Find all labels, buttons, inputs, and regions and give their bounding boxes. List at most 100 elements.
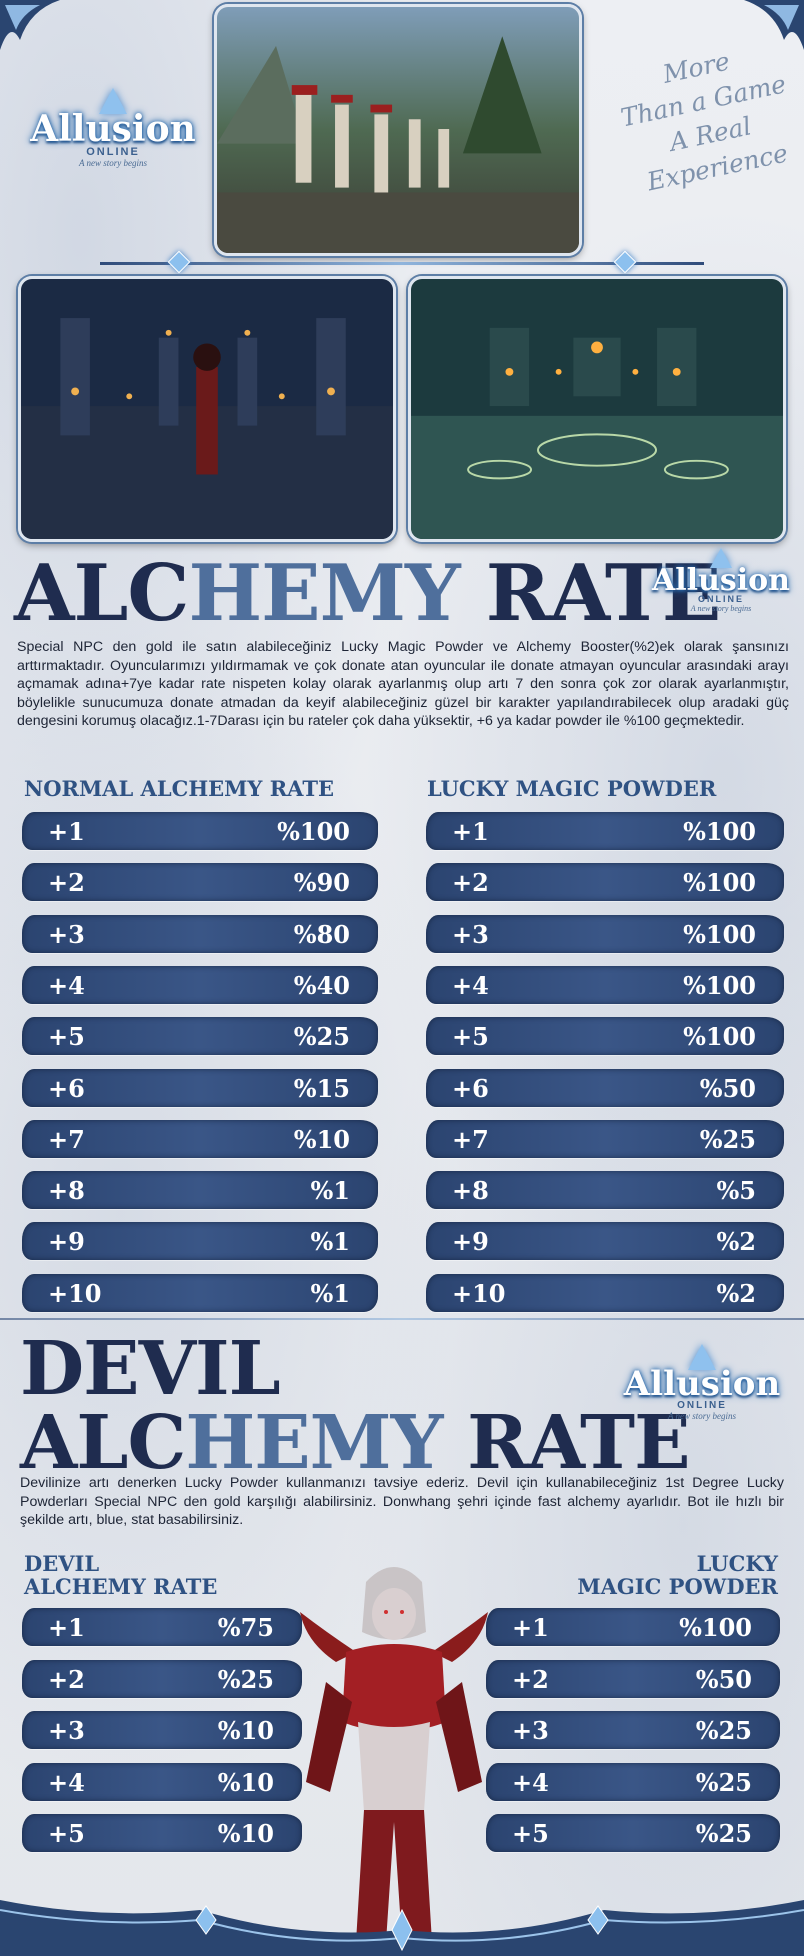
lucky-powder-header: LUCKY MAGIC POWDER bbox=[427, 776, 717, 801]
devil-lucky-header: LUCKY MAGIC POWDER bbox=[540, 1552, 778, 1598]
devil-alchemy-title: DEVIL ALCHEMY RATE bbox=[20, 1332, 691, 1480]
logo-wordmark: Allusion bbox=[652, 563, 790, 598]
success-rate: %25 bbox=[217, 1664, 274, 1694]
lucky-powder-row: +10 %2 bbox=[426, 1273, 784, 1312]
bottom-ornament bbox=[0, 1900, 804, 1956]
logo-wordmark: Allusion bbox=[623, 1364, 781, 1404]
success-rate: %2 bbox=[716, 1227, 756, 1257]
allusion-logo-middle: Allusion ONLINE A new story begins bbox=[646, 548, 796, 613]
normal-alchemy-row: +1 %100 bbox=[22, 812, 378, 850]
logo-subtitle: ONLINE bbox=[86, 146, 140, 158]
enhancement-level: +7 bbox=[452, 1124, 489, 1154]
enhancement-level: +1 bbox=[452, 817, 489, 846]
normal-alchemy-row: +4 %40 bbox=[22, 965, 378, 1004]
success-rate: %100 bbox=[683, 919, 756, 949]
enhancement-level: +10 bbox=[452, 1278, 506, 1308]
corner-ornament-top-right bbox=[744, 0, 804, 50]
enhancement-level: +5 bbox=[512, 1819, 549, 1848]
enhancement-level: +5 bbox=[48, 1022, 85, 1052]
normal-alchemy-row: +3 %80 bbox=[22, 914, 378, 953]
success-rate: %1 bbox=[310, 1278, 350, 1308]
enhancement-level: +3 bbox=[512, 1716, 549, 1745]
enhancement-level: +2 bbox=[452, 868, 489, 898]
success-rate: %100 bbox=[683, 817, 756, 846]
enhancement-level: +1 bbox=[48, 817, 85, 846]
logo-subtitle: ONLINE bbox=[677, 1400, 727, 1411]
devil-lucky-row: +5 %25 bbox=[486, 1814, 780, 1852]
lucky-powder-row: +9 %2 bbox=[426, 1222, 784, 1261]
enhancement-level: +2 bbox=[48, 1664, 85, 1694]
devil-alchemy-row: +4 %10 bbox=[22, 1762, 302, 1801]
title-part: RATE bbox=[442, 1400, 690, 1486]
logo-subtitle: ONLINE bbox=[697, 594, 744, 604]
alchemy-rate-title: ALCHEMY RATE bbox=[14, 548, 722, 639]
enhancement-level: +2 bbox=[512, 1664, 549, 1694]
alchemy-description: Special NPC den gold ile satın alabilece… bbox=[17, 639, 789, 730]
success-rate: %25 bbox=[695, 1819, 752, 1848]
lucky-powder-row: +4 %100 bbox=[426, 965, 784, 1004]
success-rate: %100 bbox=[683, 1022, 756, 1052]
normal-alchemy-row: +10 %1 bbox=[22, 1273, 378, 1312]
header-line: DEVIL bbox=[24, 1551, 100, 1576]
devil-lucky-row: +3 %25 bbox=[486, 1711, 780, 1749]
enhancement-level: +5 bbox=[48, 1819, 85, 1848]
corner-ornament-top-left bbox=[0, 0, 60, 50]
success-rate: %25 bbox=[699, 1124, 756, 1154]
success-rate: %25 bbox=[695, 1716, 752, 1745]
enhancement-level: +5 bbox=[452, 1022, 489, 1052]
divider-top bbox=[100, 262, 704, 265]
enhancement-level: +3 bbox=[48, 919, 85, 949]
logo-tagline: A new story begins bbox=[667, 1411, 737, 1421]
success-rate: %50 bbox=[699, 1073, 756, 1103]
enhancement-level: +1 bbox=[512, 1613, 549, 1642]
normal-alchemy-row: +2 %90 bbox=[22, 863, 378, 902]
screenshot-summoning-circle bbox=[408, 276, 786, 542]
success-rate: %90 bbox=[293, 868, 350, 898]
normal-alchemy-row: +9 %1 bbox=[22, 1222, 378, 1261]
devil-lucky-row: +1 %100 bbox=[486, 1608, 780, 1646]
devil-alchemy-row: +1 %75 bbox=[22, 1608, 302, 1646]
enhancement-level: +9 bbox=[452, 1227, 489, 1257]
lucky-powder-row: +8 %5 bbox=[426, 1171, 784, 1210]
enhancement-level: +3 bbox=[48, 1716, 85, 1745]
title-part: ALC bbox=[20, 1400, 186, 1486]
success-rate: %80 bbox=[293, 919, 350, 949]
devil-character-illustration bbox=[300, 1567, 488, 1942]
enhancement-level: +2 bbox=[48, 868, 85, 898]
enhancement-level: +8 bbox=[452, 1176, 489, 1206]
logo-tagline: A new story begins bbox=[690, 604, 752, 613]
success-rate: %15 bbox=[293, 1073, 350, 1103]
devil-lucky-row: +4 %25 bbox=[486, 1762, 780, 1801]
divider-middle bbox=[0, 1318, 804, 1320]
enhancement-level: +7 bbox=[48, 1124, 85, 1154]
success-rate: %50 bbox=[695, 1664, 752, 1694]
success-rate: %10 bbox=[293, 1124, 350, 1154]
enhancement-level: +4 bbox=[48, 1767, 85, 1797]
success-rate: %25 bbox=[293, 1022, 350, 1052]
normal-alchemy-row: +6 %15 bbox=[22, 1068, 378, 1107]
title-part: RATE bbox=[459, 548, 722, 639]
success-rate: %1 bbox=[310, 1176, 350, 1206]
logo-wordmark: Allusion bbox=[30, 108, 196, 150]
lucky-powder-row: +1 %100 bbox=[426, 812, 784, 850]
success-rate: %40 bbox=[293, 970, 350, 1000]
success-rate: %10 bbox=[217, 1819, 274, 1848]
title-part: HEMY bbox=[185, 1400, 443, 1486]
success-rate: %10 bbox=[217, 1767, 274, 1797]
devil-alchemy-row: +5 %10 bbox=[22, 1814, 302, 1852]
lucky-powder-row: +7 %25 bbox=[426, 1119, 784, 1158]
header-line: ALCHEMY RATE bbox=[24, 1574, 218, 1599]
logo-crystal-icon bbox=[99, 88, 127, 114]
enhancement-level: +3 bbox=[452, 919, 489, 949]
lucky-powder-row: +2 %100 bbox=[426, 863, 784, 902]
enhancement-level: +6 bbox=[48, 1073, 85, 1103]
success-rate: %1 bbox=[310, 1227, 350, 1257]
enhancement-level: +9 bbox=[48, 1227, 85, 1257]
logo-crystal-icon bbox=[710, 548, 732, 568]
success-rate: %100 bbox=[683, 868, 756, 898]
logo-crystal-icon bbox=[688, 1344, 716, 1370]
success-rate: %5 bbox=[716, 1176, 756, 1206]
normal-alchemy-row: +5 %25 bbox=[22, 1017, 378, 1056]
devil-alchemy-row: +3 %10 bbox=[22, 1711, 302, 1749]
devil-lucky-row: +2 %50 bbox=[486, 1659, 780, 1698]
